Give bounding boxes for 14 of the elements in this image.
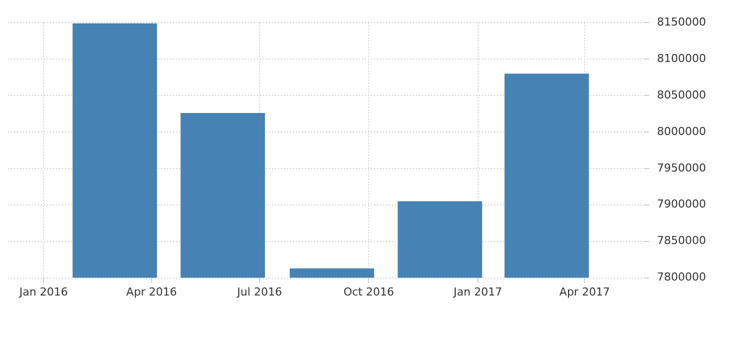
y-tick-label: 8150000 [657, 15, 706, 28]
y-tick-label: 7950000 [657, 161, 706, 174]
y-tick-label: 8000000 [657, 124, 706, 138]
y-tick-label: 7900000 [657, 198, 706, 211]
y-tick-label: 7800000 [657, 270, 706, 284]
x-tick-label: Oct 2016 [343, 285, 394, 298]
x-tick-label: Jul 2016 [236, 285, 282, 298]
x-tick-label: Apr 2016 [126, 285, 177, 298]
x-tick-label: Jan 2016 [18, 285, 68, 298]
y-tick-label: 7850000 [657, 234, 706, 248]
x-tick-label: Apr 2017 [559, 285, 610, 298]
x-tick-label: Jan 2017 [452, 285, 502, 298]
y-tick-label: 8050000 [657, 88, 706, 102]
y-tick-label: 8100000 [657, 52, 706, 65]
